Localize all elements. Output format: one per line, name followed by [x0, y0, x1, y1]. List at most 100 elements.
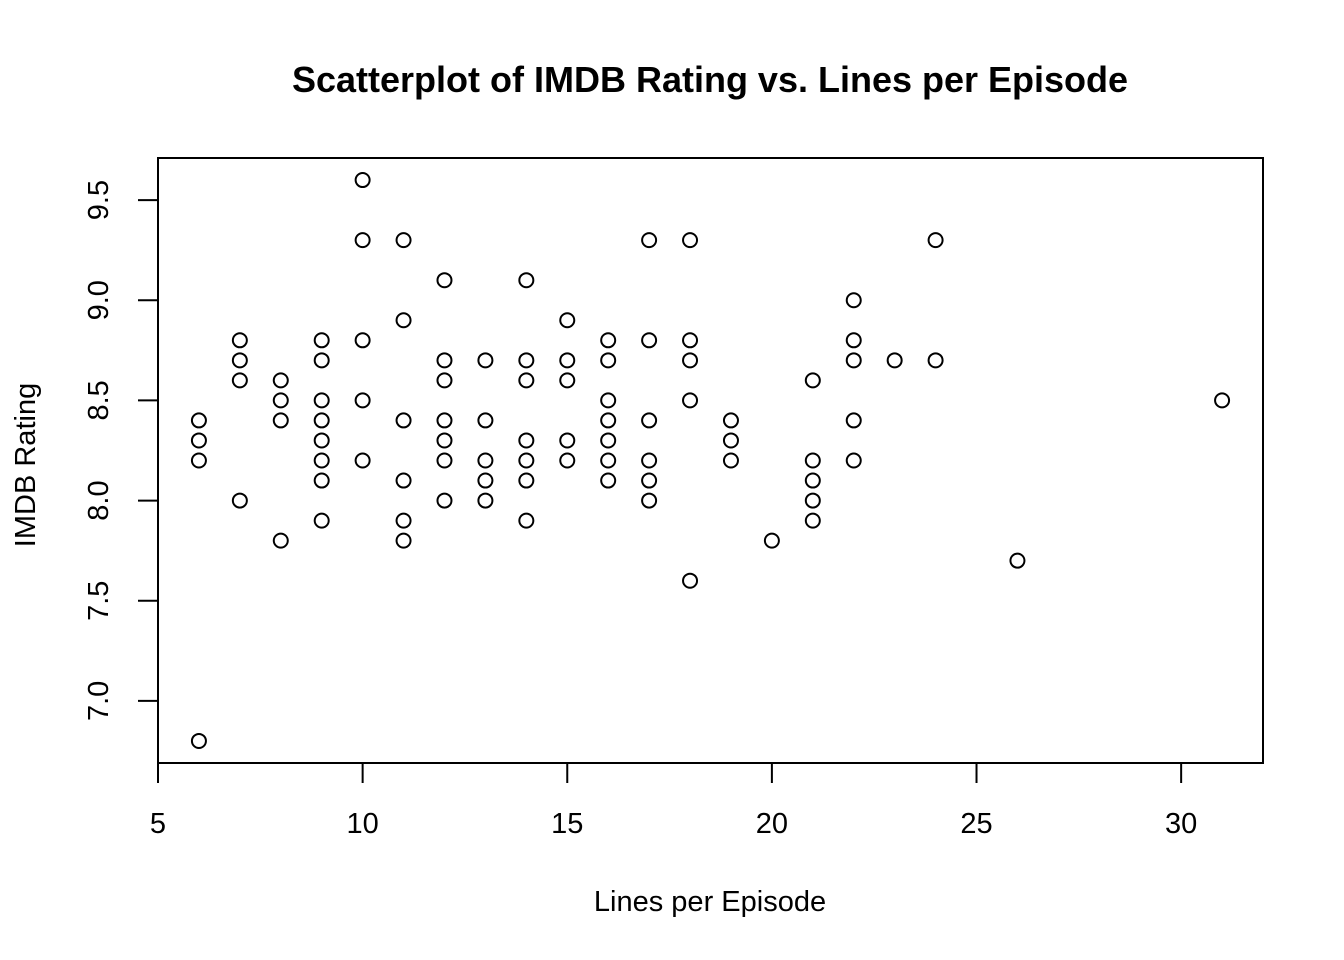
data-point — [395, 512, 412, 529]
data-point — [518, 512, 535, 529]
data-point — [354, 332, 371, 349]
data-point — [1009, 552, 1026, 569]
data-point — [804, 492, 821, 509]
data-point — [641, 232, 658, 249]
data-point — [804, 452, 821, 469]
data-point — [190, 452, 207, 469]
data-point — [231, 332, 248, 349]
data-point — [313, 432, 330, 449]
chart-title: Scatterplot of IMDB Rating vs. Lines per… — [292, 59, 1128, 100]
data-point — [600, 452, 617, 469]
plot-frame — [157, 157, 1264, 764]
data-point — [518, 272, 535, 289]
data-point — [313, 332, 330, 349]
data-point — [600, 332, 617, 349]
x-tick-label: 20 — [756, 808, 788, 840]
data-point — [354, 452, 371, 469]
data-point — [845, 352, 862, 369]
x-axis: 5 10 15 20 25 30 — [150, 762, 1197, 840]
y-tick-label: 9.5 — [83, 180, 115, 220]
data-point — [600, 432, 617, 449]
y-tick-label: 8.5 — [83, 380, 115, 420]
data-point — [231, 352, 248, 369]
data-point — [518, 372, 535, 389]
data-point — [477, 412, 494, 429]
data-point — [518, 352, 535, 369]
data-point — [559, 312, 576, 329]
data-point — [804, 372, 821, 389]
data-point — [722, 412, 739, 429]
data-point — [436, 432, 453, 449]
data-point — [395, 312, 412, 329]
data-point — [600, 412, 617, 429]
data-point — [313, 512, 330, 529]
x-tick-label: 30 — [1165, 808, 1197, 840]
data-point — [436, 492, 453, 509]
data-point — [600, 352, 617, 369]
data-point — [313, 352, 330, 369]
data-point — [436, 412, 453, 429]
data-point — [600, 392, 617, 409]
data-point — [313, 472, 330, 489]
data-point — [231, 372, 248, 389]
data-point — [1214, 392, 1231, 409]
data-point — [272, 412, 289, 429]
data-point — [395, 532, 412, 549]
data-point — [354, 392, 371, 409]
data-point — [313, 412, 330, 429]
data-point — [641, 472, 658, 489]
data-point — [272, 372, 289, 389]
data-point — [559, 432, 576, 449]
data-point — [313, 392, 330, 409]
data-point — [600, 472, 617, 489]
data-point — [436, 452, 453, 469]
data-point — [641, 412, 658, 429]
data-point — [641, 492, 658, 509]
x-tick-label: 15 — [551, 808, 583, 840]
data-point — [559, 352, 576, 369]
data-point — [804, 472, 821, 489]
y-tick-label: 9.0 — [83, 280, 115, 320]
data-point — [231, 492, 248, 509]
data-point — [641, 332, 658, 349]
data-points — [190, 172, 1231, 749]
data-point — [436, 372, 453, 389]
data-point — [682, 572, 699, 589]
data-point — [313, 452, 330, 469]
data-point — [845, 332, 862, 349]
data-point — [395, 472, 412, 489]
data-point — [354, 232, 371, 249]
data-point — [395, 232, 412, 249]
data-point — [272, 392, 289, 409]
data-point — [518, 452, 535, 469]
x-tick-label: 5 — [150, 808, 166, 840]
data-point — [477, 492, 494, 509]
y-tick-label: 7.0 — [83, 681, 115, 721]
data-point — [354, 172, 371, 189]
data-point — [763, 532, 780, 549]
data-point — [845, 412, 862, 429]
data-point — [518, 472, 535, 489]
data-point — [477, 352, 494, 369]
data-point — [190, 732, 207, 749]
data-point — [682, 352, 699, 369]
data-point — [804, 512, 821, 529]
x-tick-label: 10 — [346, 808, 378, 840]
data-point — [477, 452, 494, 469]
data-point — [518, 432, 535, 449]
data-point — [682, 392, 699, 409]
data-point — [722, 452, 739, 469]
data-point — [845, 452, 862, 469]
data-point — [682, 232, 699, 249]
data-point — [477, 472, 494, 489]
y-tick-label: 8.0 — [83, 480, 115, 520]
data-point — [436, 352, 453, 369]
y-tick-label: 7.5 — [83, 581, 115, 621]
data-point — [845, 292, 862, 309]
y-axis: 7.0 7.5 8.0 8.5 9.0 9.5 — [83, 180, 159, 721]
data-point — [559, 452, 576, 469]
data-point — [190, 432, 207, 449]
data-point — [436, 272, 453, 289]
data-point — [395, 412, 412, 429]
